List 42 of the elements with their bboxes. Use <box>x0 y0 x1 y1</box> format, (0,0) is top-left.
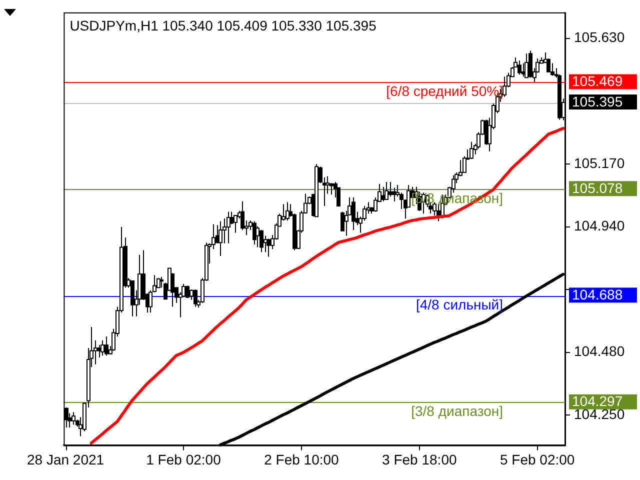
candlestick <box>218 220 222 256</box>
candlestick <box>266 238 270 258</box>
candlestick <box>470 141 474 160</box>
candlestick <box>388 181 392 197</box>
ref-line-label: [3/8 диапазон] <box>411 403 503 420</box>
candlestick <box>72 412 76 426</box>
candlestick <box>384 181 388 200</box>
candlestick <box>326 176 330 194</box>
candlestick <box>256 226 260 248</box>
ref-line-label: [6/8 средний 50%] <box>386 83 503 100</box>
text: 105.395 <box>572 93 623 110</box>
x-tick-label: 1 Feb 02:00 <box>146 451 222 468</box>
candlestick <box>234 215 238 234</box>
candlestick <box>550 62 554 76</box>
candlestick <box>352 197 356 231</box>
y-tick-label: 105.170 <box>574 154 625 171</box>
candlestick <box>260 230 264 253</box>
candlestick <box>104 336 108 356</box>
candlestick <box>156 278 160 288</box>
candlestick <box>524 53 528 78</box>
x-tick-label: 5 Feb 02:00 <box>500 451 575 468</box>
candlestick <box>194 289 198 308</box>
y-tick-label: 104.480 <box>574 343 625 360</box>
x-tick-label: 28 Jan 2021 <box>27 451 104 468</box>
chart-title: USDJPYm,H1 105.340 105.409 105.330 105.395 <box>70 17 377 34</box>
candlestick <box>528 50 532 78</box>
text: 105.078 <box>572 180 623 196</box>
candlestick <box>190 289 194 300</box>
candlestick <box>546 58 550 72</box>
candlestick <box>100 340 104 356</box>
candlestick <box>240 200 244 231</box>
candlestick <box>502 76 506 98</box>
ref-line-label: [4/8 сильный] <box>416 296 503 312</box>
candlestick <box>462 156 466 173</box>
y-tick-label: 104.940 <box>574 218 625 234</box>
candlestick <box>518 60 522 76</box>
text: 104.688 <box>572 286 623 302</box>
x-tick-label: 3 Feb 18:00 <box>382 451 457 468</box>
y-tick-label: 105.630 <box>574 29 625 46</box>
text: 105.469 <box>572 73 623 90</box>
candlestick <box>186 285 190 299</box>
x-tick-label: 2 Feb 10:00 <box>264 451 340 468</box>
